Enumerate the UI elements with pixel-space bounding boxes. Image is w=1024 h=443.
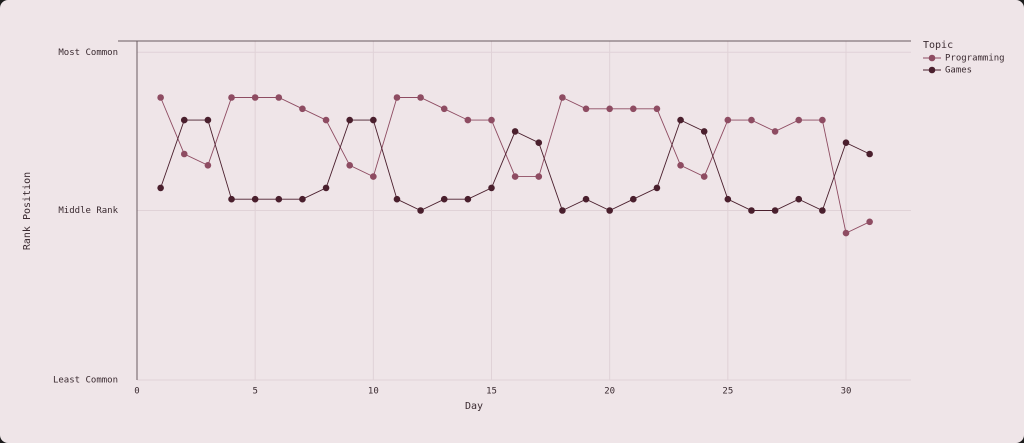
data-point bbox=[677, 162, 684, 169]
data-point bbox=[866, 150, 873, 158]
data-point bbox=[511, 173, 519, 180]
data-point bbox=[440, 105, 448, 113]
x-tick-label: 20 bbox=[604, 387, 615, 397]
data-point bbox=[511, 128, 519, 135]
data-point bbox=[393, 195, 401, 203]
x-tick-label: 30 bbox=[841, 387, 852, 397]
data-point bbox=[322, 116, 330, 124]
data-point bbox=[346, 162, 354, 169]
data-point bbox=[582, 105, 590, 113]
legend-title: Topic bbox=[923, 40, 953, 51]
data-point bbox=[180, 150, 188, 158]
data-point bbox=[204, 162, 212, 169]
data-point bbox=[322, 184, 330, 192]
data-point bbox=[346, 116, 354, 124]
x-tick-label: 0 bbox=[134, 387, 139, 397]
y-tick-label: Least Common bbox=[53, 376, 118, 386]
legend-marker bbox=[928, 54, 936, 62]
data-point bbox=[677, 116, 684, 124]
data-point bbox=[299, 105, 306, 113]
data-point bbox=[488, 116, 495, 124]
data-point bbox=[771, 207, 779, 214]
data-point bbox=[535, 173, 543, 180]
data-point bbox=[700, 173, 708, 180]
data-point bbox=[464, 116, 472, 124]
data-point bbox=[464, 195, 472, 203]
data-point bbox=[251, 94, 259, 101]
data-point bbox=[488, 184, 495, 192]
data-point bbox=[299, 195, 306, 203]
data-point bbox=[417, 207, 424, 214]
x-tick-label: 15 bbox=[486, 387, 497, 397]
data-point bbox=[180, 116, 188, 124]
data-point bbox=[157, 94, 164, 101]
data-point bbox=[653, 184, 661, 192]
data-point bbox=[795, 116, 803, 124]
data-point bbox=[251, 195, 259, 203]
y-tick-label: Middle Rank bbox=[58, 206, 118, 216]
data-point bbox=[700, 128, 708, 135]
data-point bbox=[275, 94, 283, 101]
data-point bbox=[819, 207, 826, 214]
data-point bbox=[204, 116, 212, 124]
data-point bbox=[228, 94, 235, 101]
data-point bbox=[559, 207, 566, 214]
data-point bbox=[748, 116, 755, 124]
legend-label: Programming bbox=[945, 54, 1005, 64]
x-tick-label: 25 bbox=[722, 387, 733, 397]
data-point bbox=[275, 195, 283, 203]
data-point bbox=[440, 195, 448, 203]
data-point bbox=[842, 139, 850, 146]
data-point bbox=[417, 94, 424, 101]
legend-marker bbox=[928, 66, 936, 74]
data-point bbox=[582, 195, 590, 203]
x-tick-label: 5 bbox=[252, 387, 257, 397]
data-point bbox=[559, 94, 566, 101]
data-point bbox=[630, 195, 637, 203]
data-point bbox=[606, 207, 613, 214]
x-tick-label: 10 bbox=[368, 387, 379, 397]
y-tick-label: Most Common bbox=[58, 48, 118, 58]
data-point bbox=[228, 195, 235, 203]
data-point bbox=[724, 195, 732, 203]
data-point bbox=[370, 173, 377, 180]
data-point bbox=[393, 94, 401, 101]
data-point bbox=[630, 105, 637, 113]
data-point bbox=[157, 184, 164, 192]
data-point bbox=[370, 116, 377, 124]
legend-label: Games bbox=[945, 66, 972, 76]
data-point bbox=[795, 195, 803, 203]
y-axis-label: Rank Position bbox=[22, 172, 33, 250]
data-point bbox=[653, 105, 661, 113]
data-point bbox=[748, 207, 755, 214]
x-axis-label: Day bbox=[465, 401, 483, 412]
data-point bbox=[535, 139, 543, 146]
data-point bbox=[819, 116, 826, 124]
data-point bbox=[724, 116, 732, 124]
data-point bbox=[771, 128, 779, 135]
data-point bbox=[606, 105, 613, 113]
data-point bbox=[842, 229, 850, 237]
data-point bbox=[866, 218, 873, 226]
